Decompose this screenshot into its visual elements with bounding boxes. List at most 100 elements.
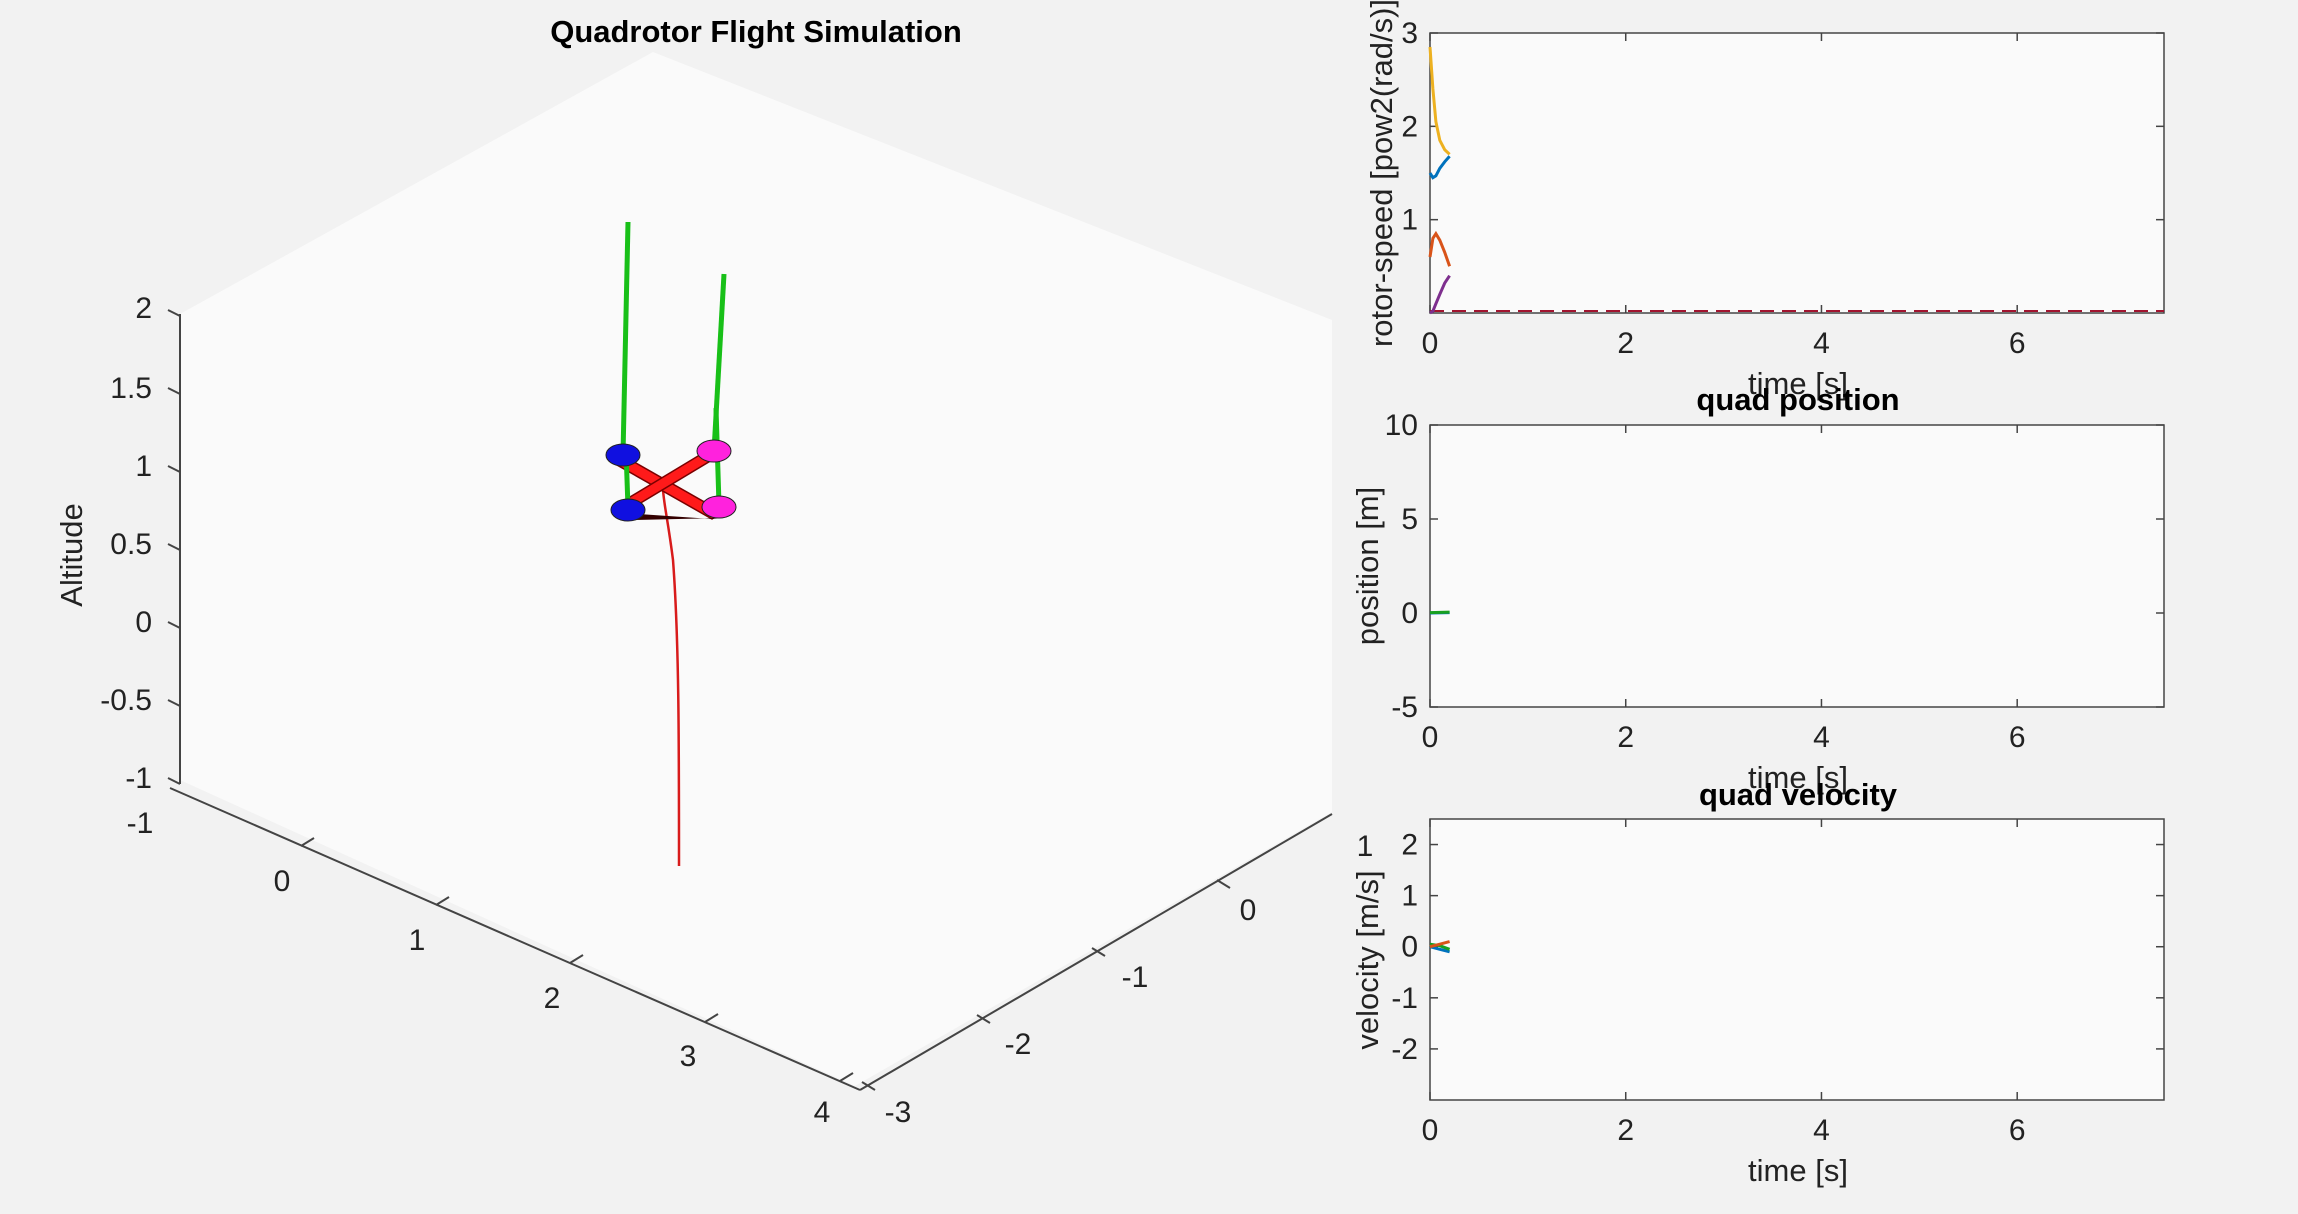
thrust-vector bbox=[620, 221, 631, 456]
x-tick bbox=[839, 1072, 854, 1082]
x-tick-label: -1 bbox=[127, 807, 154, 840]
x-tick bbox=[435, 896, 450, 906]
y-tick-label: -2 bbox=[1391, 1033, 1418, 1066]
y-tick-label: -3 bbox=[885, 1096, 912, 1129]
xlabel: time [s] bbox=[1748, 760, 1848, 795]
plot3d-title: Quadrotor Flight Simulation bbox=[550, 14, 962, 49]
x-tick bbox=[704, 1013, 719, 1023]
ylabel: velocity [m/s] bbox=[1350, 870, 1385, 1049]
x-tick-label: 0 bbox=[1422, 1114, 1439, 1147]
series-lines bbox=[1428, 46, 2164, 315]
x-tick-label: 4 bbox=[1813, 721, 1830, 754]
series-line bbox=[1428, 230, 1452, 267]
z-tick-label: -0.5 bbox=[100, 684, 152, 717]
y-tick-label: 1 bbox=[1401, 880, 1418, 913]
z-tick bbox=[167, 699, 181, 707]
xlabel: time [s] bbox=[1748, 1153, 1848, 1188]
x-tick-label: 4 bbox=[1813, 327, 1830, 360]
y-tick-label: -1 bbox=[1391, 982, 1418, 1015]
plot3d-zlabel: Altitude bbox=[54, 503, 89, 606]
x-tick-label: 4 bbox=[1813, 1114, 1830, 1147]
ylabel: rotor-speed [pow2(rad/s)] bbox=[1364, 0, 1399, 347]
x-tick-label: 1 bbox=[409, 924, 426, 957]
series-line bbox=[1428, 155, 1451, 180]
x-tick-label: 6 bbox=[2009, 327, 2026, 360]
z-tick-labels: 2 1.5 1 0.5 0 -0.5 -1 bbox=[100, 292, 152, 795]
flight-trajectory bbox=[661, 487, 681, 867]
y-tick-label: 0 bbox=[1401, 931, 1418, 964]
x-tick-label: 2 bbox=[544, 982, 561, 1015]
series-lines bbox=[1429, 940, 1451, 954]
y-tick bbox=[976, 1014, 991, 1024]
x-ticks bbox=[300, 837, 854, 1082]
z-tick bbox=[167, 621, 181, 629]
x-tick bbox=[300, 837, 315, 847]
z-tick bbox=[167, 465, 181, 473]
x-tick-label: 6 bbox=[2009, 721, 2026, 754]
x-tick-label: 0 bbox=[1422, 721, 1439, 754]
y-tick-label: 10 bbox=[1385, 409, 1418, 442]
z-tick bbox=[167, 387, 181, 395]
y-tick-label: 3 bbox=[1401, 17, 1418, 50]
z-ticks bbox=[167, 309, 181, 785]
z-tick bbox=[167, 543, 181, 551]
rotor-disc bbox=[610, 498, 646, 522]
x-axis-line bbox=[169, 787, 861, 1091]
ylabel: position [m] bbox=[1350, 487, 1385, 646]
series-line bbox=[1428, 46, 1451, 156]
quadrotor bbox=[605, 221, 737, 522]
y-tick-label: 2 bbox=[1401, 110, 1418, 143]
y-tick-label: 0 bbox=[1401, 597, 1418, 630]
y-tick bbox=[861, 1081, 876, 1091]
series-line bbox=[1429, 940, 1450, 949]
quad-arm-shadow bbox=[624, 513, 722, 520]
axes-box bbox=[1429, 32, 2165, 314]
x-tick-label: 0 bbox=[274, 865, 291, 898]
z-tick-label: 0.5 bbox=[110, 528, 152, 561]
plot-rotor-speed: 0 2 4 6 1 2 3 time [s] rotor-speed [pow2(rad/s… bbox=[1364, 0, 2165, 401]
x-tick-label: 2 bbox=[1617, 1114, 1634, 1147]
z-tick bbox=[167, 777, 181, 785]
series-line bbox=[1429, 610, 1450, 615]
y-ticks bbox=[861, 879, 1231, 1091]
z-tick-label: 2 bbox=[135, 292, 152, 325]
y-tick-label: 2 bbox=[1401, 829, 1418, 862]
y-tick-label: -1 bbox=[1122, 961, 1149, 994]
y-tick-label: 5 bbox=[1401, 503, 1418, 536]
tick-marks: 0 2 4 6 1 2 3 bbox=[1401, 17, 2164, 360]
plot3d-box-face bbox=[180, 52, 1332, 1086]
plot-title: quad velocity bbox=[1699, 777, 1898, 812]
x-tick-label: 6 bbox=[2009, 1114, 2026, 1147]
y-tick-labels: 1 0 -1 -2 -3 bbox=[885, 830, 1374, 1129]
y-tick-label: 0 bbox=[1240, 894, 1257, 927]
z-tick-label: 1 bbox=[135, 450, 152, 483]
y-tick-label: -2 bbox=[1005, 1028, 1032, 1061]
y-tick bbox=[1216, 879, 1231, 889]
rotor-disc bbox=[605, 443, 641, 467]
series-line bbox=[1429, 945, 1450, 954]
x-tick-label: 0 bbox=[1422, 327, 1439, 360]
x-tick-labels: -1 0 1 2 3 4 bbox=[127, 807, 831, 1129]
rotor-disc bbox=[696, 439, 732, 463]
y-axis-line bbox=[859, 813, 1333, 1091]
y-tick-label: 1 bbox=[1401, 204, 1418, 237]
tick-marks: 0 2 4 6 -2 -1 0 1 2 bbox=[1391, 819, 2164, 1147]
y-tick-label: 1 bbox=[1357, 830, 1374, 863]
x-tick-label: 2 bbox=[1617, 721, 1634, 754]
y-tick bbox=[1091, 947, 1106, 957]
z-tick bbox=[167, 309, 181, 317]
axes-box bbox=[1429, 818, 2165, 1101]
series-lines bbox=[1429, 610, 1450, 615]
z-tick-label: -1 bbox=[125, 762, 152, 795]
x-tick bbox=[569, 954, 584, 964]
xlabel: time [s] bbox=[1748, 366, 1848, 401]
y-tick-label: -5 bbox=[1391, 691, 1418, 724]
plot3d: Quadrotor Flight Simulation 2 1.5 1 0.5 … bbox=[54, 14, 1373, 1129]
axes-box bbox=[1429, 424, 2165, 708]
z-tick-label: 1.5 bbox=[110, 372, 152, 405]
x-tick-label: 2 bbox=[1617, 327, 1634, 360]
